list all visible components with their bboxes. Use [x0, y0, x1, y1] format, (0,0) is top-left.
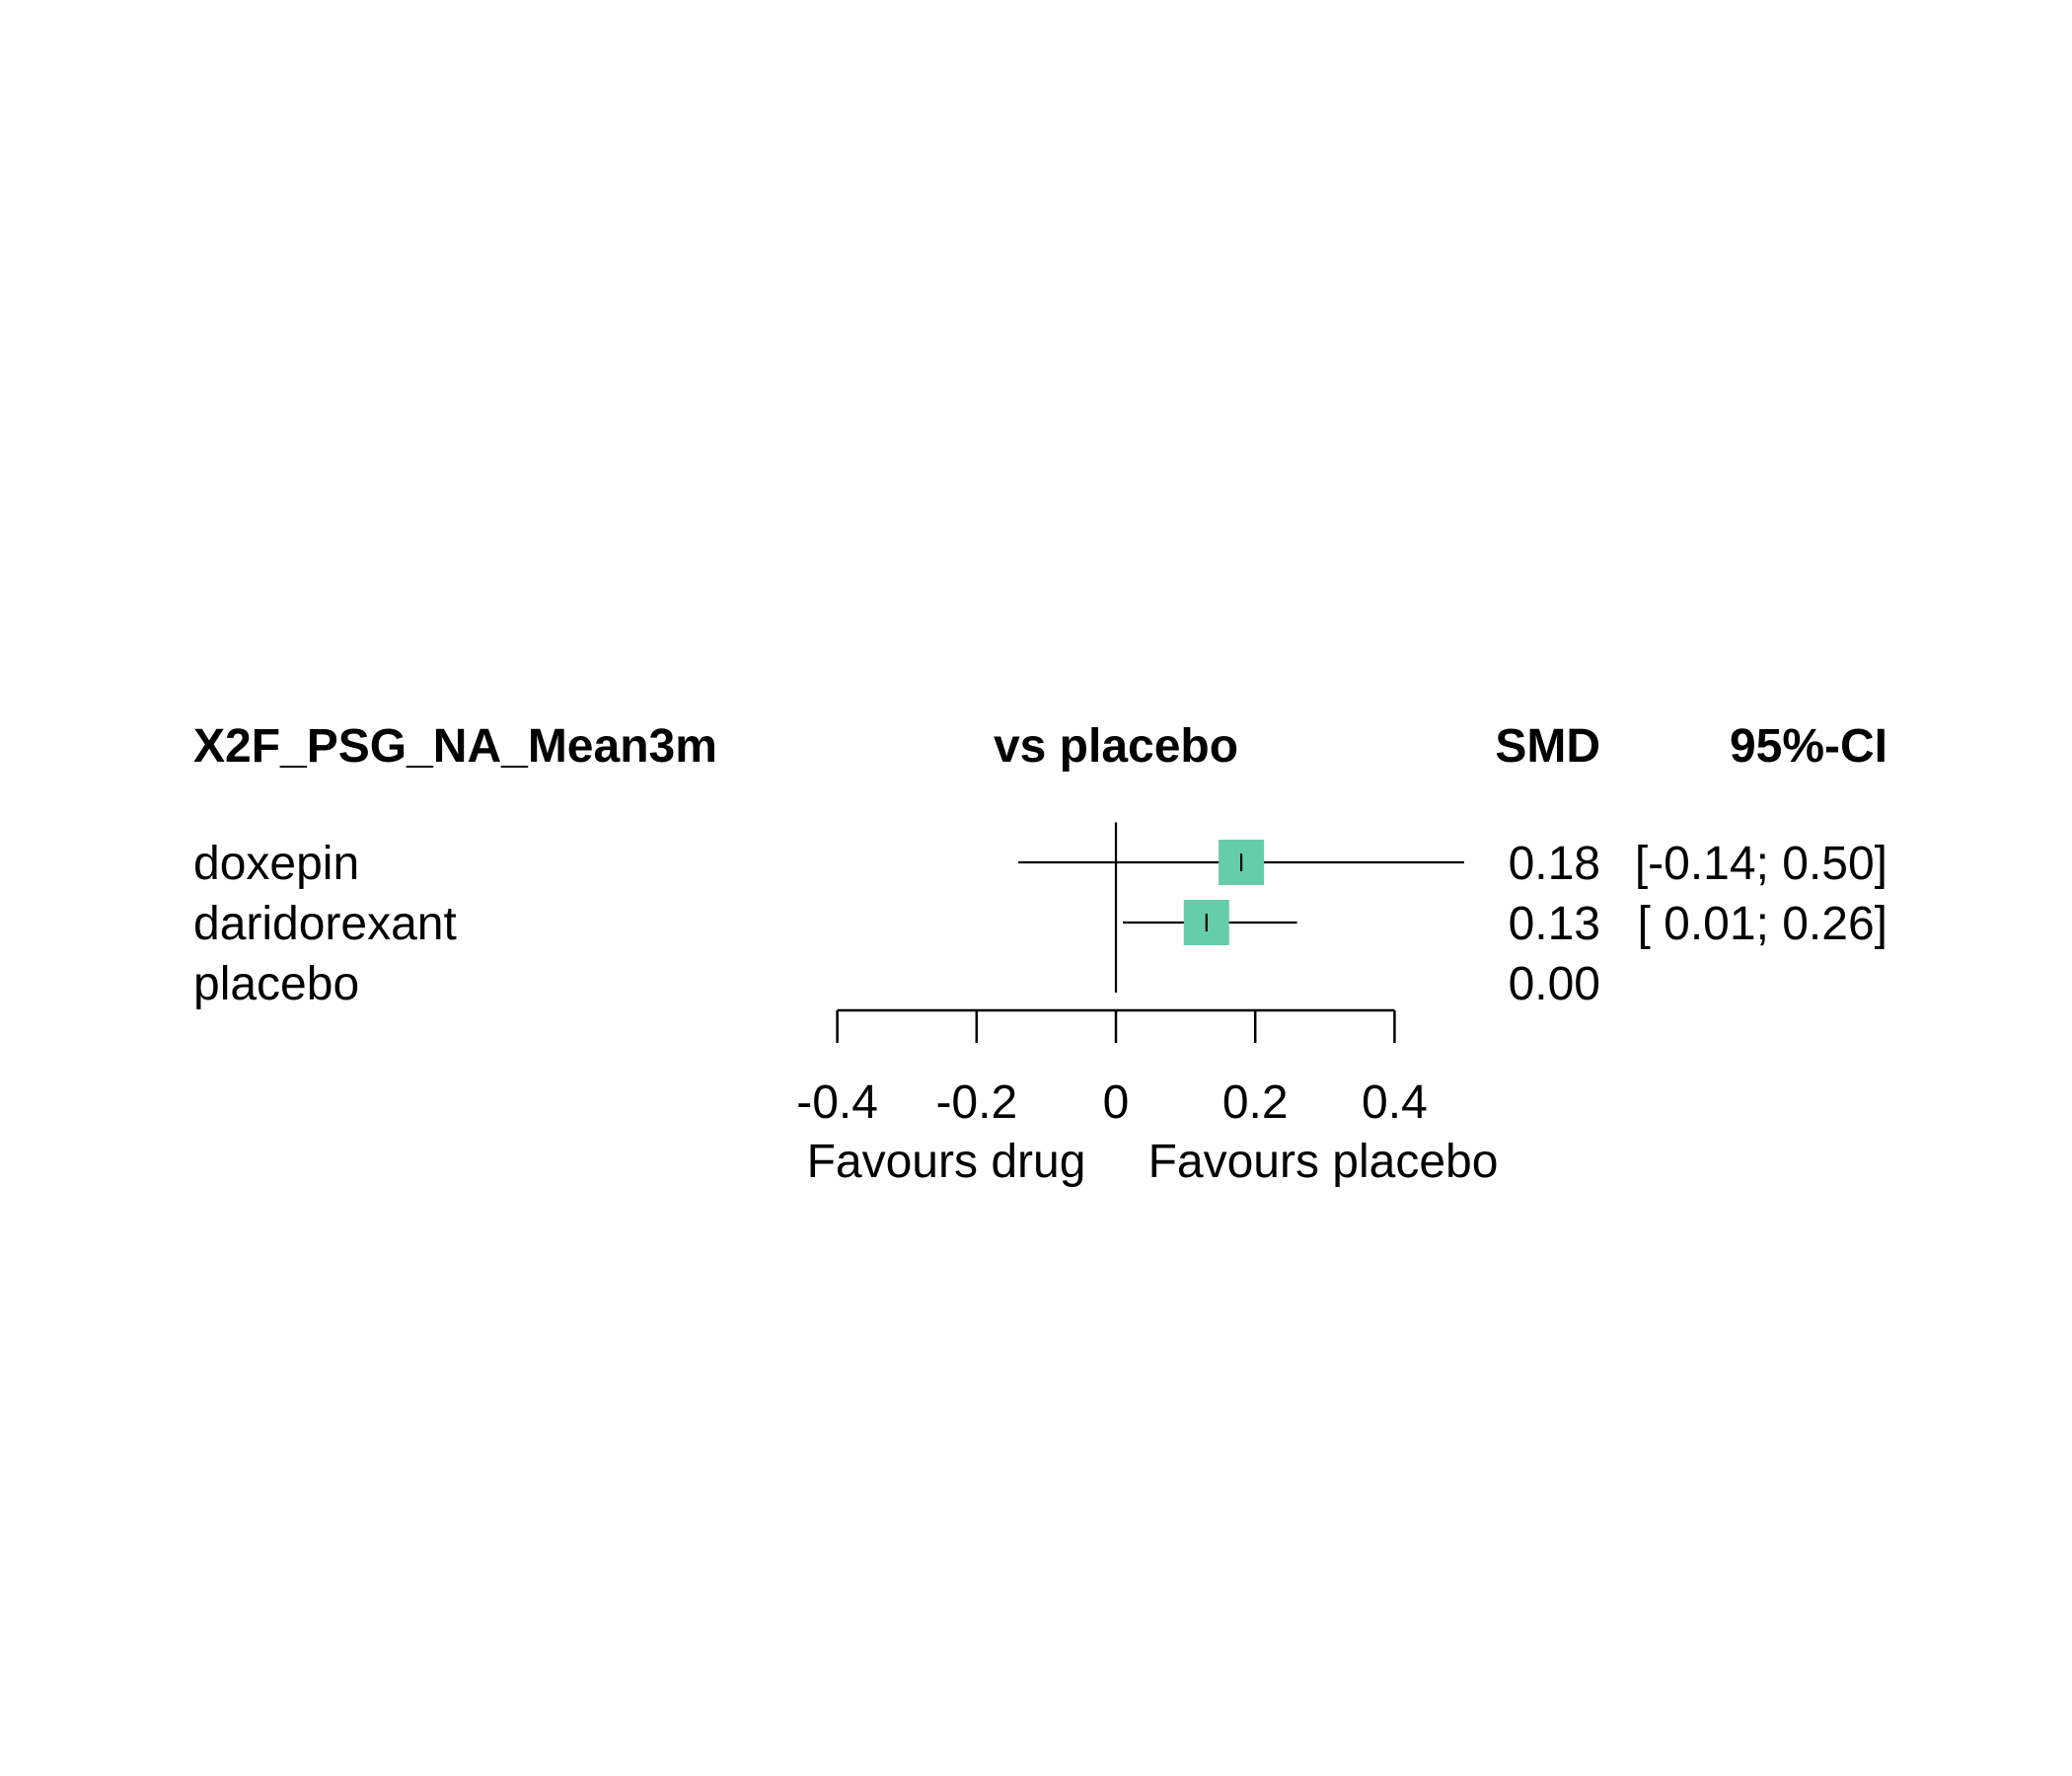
header-effect: SMD	[1495, 720, 1600, 773]
row-label: placebo	[193, 958, 359, 1010]
ci-value: [ 0.01; 0.26]	[1637, 898, 1887, 950]
x-tick-label: 0.2	[1222, 1076, 1289, 1129]
rows: doxepin 0.18 [-0.14; 0.50] daridorexant 0.13…	[193, 822, 1887, 1010]
smd-value: 0.00	[1509, 958, 1600, 1010]
forest-row-placebo: placebo 0.00	[193, 958, 1600, 1010]
forest-row-daridorexant: daridorexant 0.13 [ 0.01; 0.26]	[193, 898, 1887, 950]
favours-left-label: Favours drug	[807, 1136, 1086, 1188]
header-comparison: vs placebo	[994, 720, 1238, 773]
header-row: X2F_PSG_NA_Mean3m vs placebo SMD 95%-CI	[193, 720, 1887, 773]
header-ci: 95%-CI	[1730, 720, 1887, 773]
forest-row-doxepin: doxepin 0.18 [-0.14; 0.50]	[193, 838, 1887, 890]
smd-value: 0.13	[1509, 898, 1600, 950]
row-label: daridorexant	[193, 898, 457, 950]
x-axis: -0.4 -0.2 0 0.2 0.4	[796, 1008, 1428, 1129]
row-label: doxepin	[193, 838, 359, 890]
x-tick-label: 0.4	[1362, 1076, 1428, 1129]
smd-value: 0.18	[1509, 838, 1600, 890]
x-tick-label: -0.4	[796, 1076, 878, 1129]
header-outcome: X2F_PSG_NA_Mean3m	[193, 720, 717, 773]
favours-right-label: Favours placebo	[1148, 1136, 1499, 1188]
x-tick-label: 0	[1103, 1076, 1130, 1129]
x-tick-label: -0.2	[935, 1076, 1017, 1129]
direction-labels: Favours drug Favours placebo	[807, 1136, 1499, 1188]
ci-value: [-0.14; 0.50]	[1635, 838, 1887, 890]
